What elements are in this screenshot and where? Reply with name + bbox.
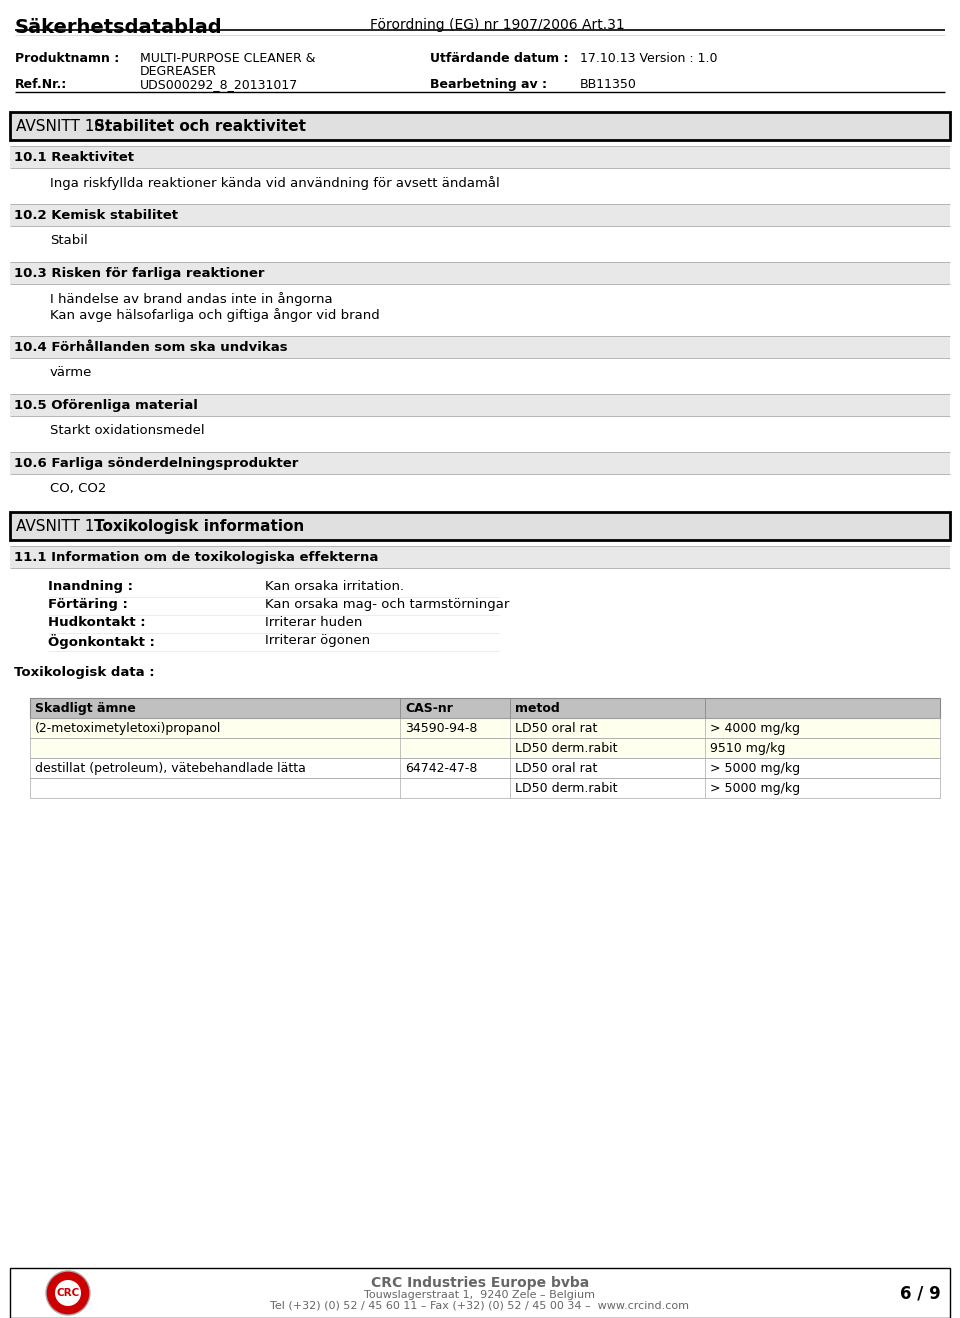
Text: 64742-47-8: 64742-47-8 bbox=[405, 762, 477, 775]
Text: Förordning (EG) nr 1907/2006 Art.31: Förordning (EG) nr 1907/2006 Art.31 bbox=[370, 18, 625, 32]
Text: Irriterar ögonen: Irriterar ögonen bbox=[265, 634, 371, 647]
Text: AVSNITT 11:: AVSNITT 11: bbox=[16, 519, 114, 534]
Bar bbox=[30, 738, 940, 758]
Text: Kan orsaka irritation.: Kan orsaka irritation. bbox=[265, 580, 404, 593]
Text: Utfärdande datum :: Utfärdande datum : bbox=[430, 51, 568, 65]
Text: Tel (+32) (0) 52 / 45 60 11 – Fax (+32) (0) 52 / 45 00 34 –  www.crcind.com: Tel (+32) (0) 52 / 45 60 11 – Fax (+32) … bbox=[271, 1301, 689, 1311]
Text: Stabilitet och reaktivitet: Stabilitet och reaktivitet bbox=[94, 119, 306, 134]
Bar bbox=[10, 112, 950, 140]
Text: CRC: CRC bbox=[57, 1288, 80, 1298]
Text: MULTI-PURPOSE CLEANER &: MULTI-PURPOSE CLEANER & bbox=[140, 51, 316, 65]
Bar bbox=[30, 718, 940, 738]
Circle shape bbox=[46, 1271, 90, 1315]
Text: Förtäring :: Förtäring : bbox=[48, 598, 128, 612]
Text: Bearbetning av :: Bearbetning av : bbox=[430, 78, 547, 91]
Text: Toxikologisk information: Toxikologisk information bbox=[94, 519, 304, 534]
Text: 9510 mg/kg: 9510 mg/kg bbox=[710, 742, 785, 755]
Text: 10.5 Oförenliga material: 10.5 Oförenliga material bbox=[14, 399, 198, 413]
Bar bbox=[10, 394, 950, 416]
Text: Skadligt ämne: Skadligt ämne bbox=[35, 702, 136, 714]
Text: Irriterar huden: Irriterar huden bbox=[265, 616, 362, 629]
Text: 34590-94-8: 34590-94-8 bbox=[405, 722, 477, 735]
Text: 10.3 Risken för farliga reaktioner: 10.3 Risken för farliga reaktioner bbox=[14, 268, 265, 279]
Text: > 5000 mg/kg: > 5000 mg/kg bbox=[710, 762, 800, 775]
Bar bbox=[30, 758, 940, 778]
Bar bbox=[10, 336, 950, 358]
Text: Produktnamn :: Produktnamn : bbox=[15, 51, 119, 65]
Text: Kan orsaka mag- och tarmstörningar: Kan orsaka mag- och tarmstörningar bbox=[265, 598, 510, 612]
Text: 10.2 Kemisk stabilitet: 10.2 Kemisk stabilitet bbox=[14, 210, 178, 221]
Text: destillat (petroleum), vätebehandlade lätta: destillat (petroleum), vätebehandlade lä… bbox=[35, 762, 306, 775]
Text: Stabil: Stabil bbox=[50, 235, 87, 246]
Text: LD50 derm.rabit: LD50 derm.rabit bbox=[515, 742, 617, 755]
Bar bbox=[10, 511, 950, 540]
Bar bbox=[10, 262, 950, 283]
Text: metod: metod bbox=[515, 702, 560, 714]
Bar bbox=[30, 778, 940, 797]
Text: Inga riskfyllda reaktioner kända vid användning för avsett ändamål: Inga riskfyllda reaktioner kända vid anv… bbox=[50, 177, 500, 190]
Bar bbox=[10, 511, 950, 540]
Text: LD50 oral rat: LD50 oral rat bbox=[515, 722, 597, 735]
Bar bbox=[10, 146, 950, 167]
Text: 10.6 Farliga sönderdelningsprodukter: 10.6 Farliga sönderdelningsprodukter bbox=[14, 457, 299, 471]
Text: CAS-nr: CAS-nr bbox=[405, 702, 453, 714]
Text: Starkt oxidationsmedel: Starkt oxidationsmedel bbox=[50, 424, 204, 438]
Text: AVSNITT 10:: AVSNITT 10: bbox=[16, 119, 114, 134]
Text: Hudkontakt :: Hudkontakt : bbox=[48, 616, 146, 629]
Text: 17.10.13 Version : 1.0: 17.10.13 Version : 1.0 bbox=[580, 51, 717, 65]
Bar bbox=[10, 1268, 950, 1318]
Text: LD50 oral rat: LD50 oral rat bbox=[515, 762, 597, 775]
Text: 10.4 Förhållanden som ska undvikas: 10.4 Förhållanden som ska undvikas bbox=[14, 341, 288, 355]
Text: Ref.Nr.:: Ref.Nr.: bbox=[15, 78, 67, 91]
Bar bbox=[30, 778, 940, 797]
Text: > 4000 mg/kg: > 4000 mg/kg bbox=[710, 722, 800, 735]
Circle shape bbox=[46, 1271, 90, 1315]
Text: Ögonkontakt :: Ögonkontakt : bbox=[48, 634, 155, 648]
Text: Touwslagerstraat 1,  9240 Zele – Belgium: Touwslagerstraat 1, 9240 Zele – Belgium bbox=[365, 1290, 595, 1300]
Bar bbox=[10, 546, 950, 568]
Bar bbox=[30, 738, 940, 758]
Text: 10.1 Reaktivitet: 10.1 Reaktivitet bbox=[14, 152, 134, 163]
Text: LD50 derm.rabit: LD50 derm.rabit bbox=[515, 782, 617, 795]
Text: UDS000292_8_20131017: UDS000292_8_20131017 bbox=[140, 78, 299, 91]
Bar bbox=[30, 699, 940, 718]
Text: CRC Industries Europe bvba: CRC Industries Europe bvba bbox=[371, 1276, 589, 1290]
Text: DEGREASER: DEGREASER bbox=[140, 65, 217, 78]
Text: CO, CO2: CO, CO2 bbox=[50, 482, 107, 496]
Text: Toxikologisk data :: Toxikologisk data : bbox=[14, 666, 155, 679]
Bar bbox=[30, 758, 940, 778]
Bar bbox=[10, 204, 950, 225]
Text: > 5000 mg/kg: > 5000 mg/kg bbox=[710, 782, 800, 795]
Bar bbox=[10, 112, 950, 140]
Text: (2-metoximetyletoxi)propanol: (2-metoximetyletoxi)propanol bbox=[35, 722, 222, 735]
Bar bbox=[30, 718, 940, 738]
Bar bbox=[10, 452, 950, 474]
Text: Säkerhetsdatablad: Säkerhetsdatablad bbox=[15, 18, 223, 37]
Circle shape bbox=[55, 1280, 81, 1306]
Text: Inandning :: Inandning : bbox=[48, 580, 133, 593]
Text: 11.1 Information om de toxikologiska effekterna: 11.1 Information om de toxikologiska eff… bbox=[14, 551, 378, 564]
Text: I händelse av brand andas inte in ångorna: I händelse av brand andas inte in ångorn… bbox=[50, 293, 332, 306]
Text: värme: värme bbox=[50, 366, 92, 380]
Text: Kan avge hälsofarliga och giftiga ångor vid brand: Kan avge hälsofarliga och giftiga ångor … bbox=[50, 308, 380, 322]
Bar bbox=[30, 699, 940, 718]
Text: BB11350: BB11350 bbox=[580, 78, 636, 91]
Text: 6 / 9: 6 / 9 bbox=[900, 1285, 941, 1304]
